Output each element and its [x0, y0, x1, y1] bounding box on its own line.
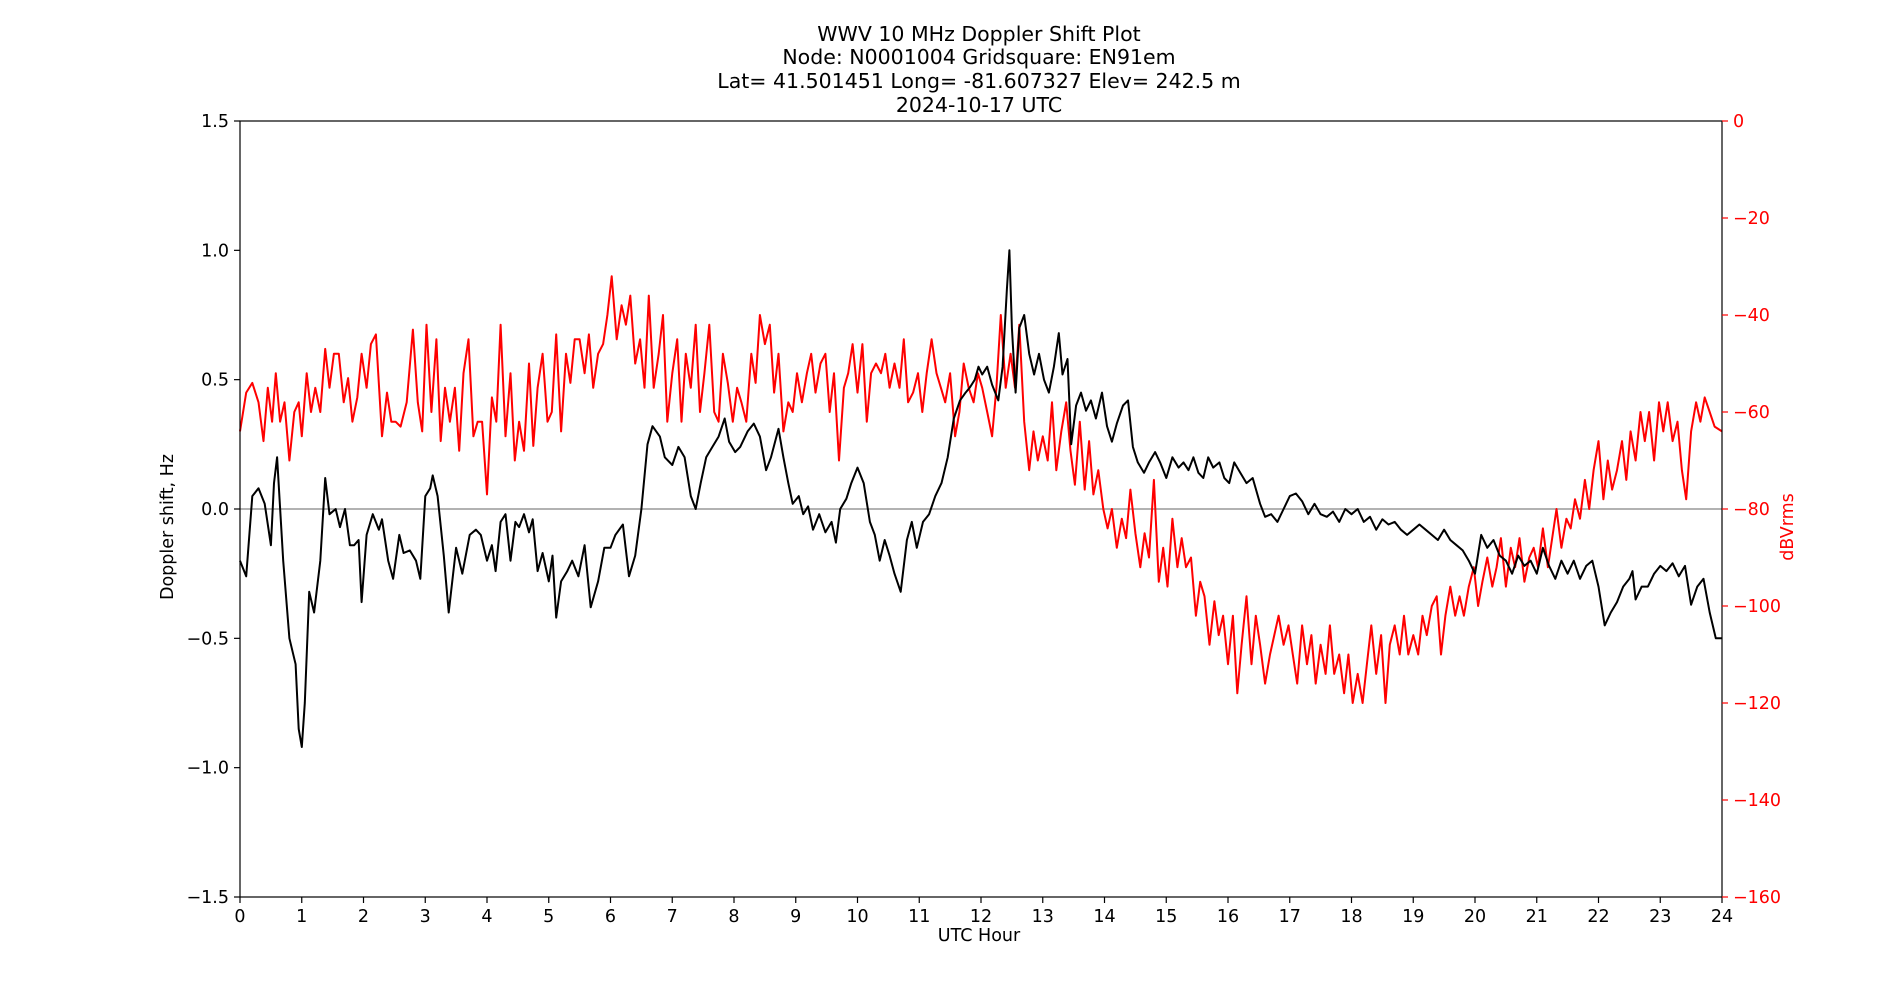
x-tick-label: 18 [1340, 907, 1362, 927]
left-tick-label: 0.0 [201, 500, 229, 520]
right-tick-label: −60 [1733, 403, 1770, 423]
x-tick-label: 24 [1711, 907, 1733, 927]
x-tick-label: 15 [1155, 907, 1177, 927]
title-line-2: Node: N0001004 Gridsquare: EN91em [782, 45, 1175, 69]
x-tick-label: 14 [1093, 907, 1115, 927]
right-axis-ticks: 0 −20 −40 −60 −80 −100 −120 −140 −160 [1722, 112, 1781, 908]
left-axis-ticks: −1.5 −1.0 −0.5 0.0 0.5 1.0 1.5 [187, 112, 240, 908]
left-tick-label: −0.5 [187, 629, 230, 649]
x-tick-label: 2 [358, 907, 369, 927]
x-tick-label: 19 [1402, 907, 1424, 927]
x-tick-label: 1 [296, 907, 307, 927]
left-tick-label: −1.5 [187, 888, 230, 908]
x-tick-label: 22 [1587, 907, 1609, 927]
right-tick-label: −80 [1733, 500, 1770, 520]
x-tick-label: 0 [234, 907, 245, 927]
x-tick-label: 6 [605, 907, 616, 927]
left-tick-label: −1.0 [187, 759, 230, 779]
x-axis-ticks: 0 1 2 3 4 5 6 7 8 9 10 11 12 13 14 15 16 17 18 19 20 21 22 23 24 [234, 897, 1733, 927]
x-tick-label: 9 [790, 907, 801, 927]
right-tick-label: −100 [1733, 597, 1781, 617]
right-axis-label: dBVrms [1778, 493, 1798, 561]
right-tick-label: −140 [1733, 791, 1781, 811]
left-tick-label: 1.5 [201, 112, 229, 132]
x-tick-label: 20 [1464, 907, 1486, 927]
right-tick-label: −120 [1733, 694, 1781, 714]
right-tick-label: −160 [1733, 888, 1781, 908]
right-tick-label: −40 [1733, 306, 1770, 326]
right-tick-label: 0 [1733, 112, 1744, 132]
x-tick-label: 13 [1032, 907, 1054, 927]
left-tick-label: 1.0 [201, 241, 229, 261]
chart-title: WWV 10 MHz Doppler Shift Plot Node: N000… [717, 22, 1240, 117]
title-line-1: WWV 10 MHz Doppler Shift Plot [817, 22, 1140, 46]
x-tick-label: 16 [1217, 907, 1239, 927]
signal-level-line [239, 275, 1723, 704]
x-axis-label: UTC Hour [938, 926, 1021, 946]
x-tick-label: 21 [1526, 907, 1548, 927]
x-tick-label: 8 [728, 907, 739, 927]
x-tick-label: 12 [970, 907, 992, 927]
title-line-3: Lat= 41.501451 Long= -81.607327 Elev= 24… [717, 69, 1240, 93]
x-tick-label: 7 [667, 907, 678, 927]
left-tick-label: 0.5 [201, 371, 229, 391]
x-tick-label: 17 [1279, 907, 1301, 927]
x-tick-label: 23 [1649, 907, 1671, 927]
doppler-shift-line [239, 249, 1722, 748]
x-tick-label: 5 [543, 907, 554, 927]
left-axis-label: Doppler shift, Hz [158, 454, 178, 600]
x-tick-label: 3 [420, 907, 431, 927]
title-line-4: 2024-10-17 UTC [896, 93, 1062, 117]
x-tick-label: 4 [481, 907, 492, 927]
x-tick-label: 10 [846, 907, 868, 927]
right-tick-label: −20 [1733, 209, 1770, 229]
x-tick-label: 11 [908, 907, 930, 927]
